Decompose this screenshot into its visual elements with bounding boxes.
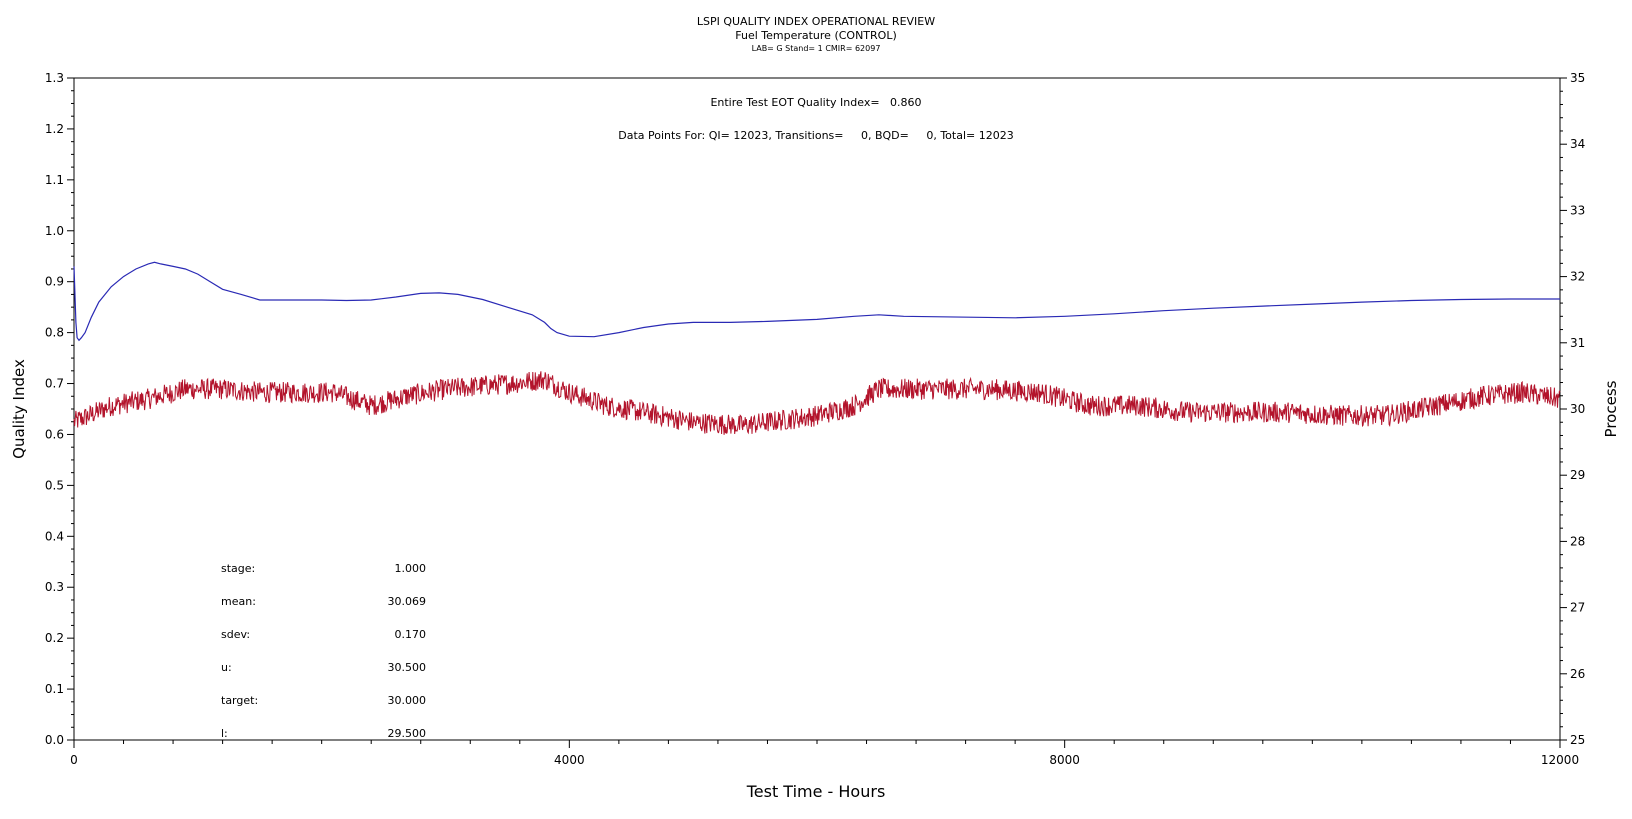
stat-label: stage:: [221, 562, 255, 575]
y-tick-label: 0.1: [45, 682, 64, 696]
y-tick-label: 1.3: [45, 71, 64, 85]
y2-tick-label: 29: [1570, 468, 1585, 482]
stat-label: l:: [221, 727, 228, 740]
y-tick-label: 0.3: [45, 580, 64, 594]
x-tick-label: 8000: [1049, 753, 1080, 767]
y-tick-label: 1.0: [45, 224, 64, 238]
x-tick-label: 0: [70, 753, 78, 767]
plot-frame: [73, 77, 1561, 741]
y-tick-label: 0.5: [45, 478, 64, 492]
series-line-quality-index: [73, 261, 1560, 342]
stat-value: 1.000: [395, 562, 427, 575]
y2-tick-label: 33: [1570, 203, 1585, 217]
y-tick-label: 0.0: [45, 733, 64, 747]
stat-value: 30.069: [388, 595, 427, 608]
y-axis-right: 25 26 27 28 29 30 31 32 33 34 35: [1560, 71, 1585, 747]
chart-info: LAB= G Stand= 1 CMIR= 62097: [752, 44, 881, 53]
y2-tick-label: 32: [1570, 270, 1585, 284]
y-axis-label: Quality Index: [10, 359, 28, 459]
chart-title: LSPI QUALITY INDEX OPERATIONAL REVIEW: [697, 15, 935, 28]
data-points-annotation: Data Points For: QI= 12023, Transitions=…: [618, 129, 1013, 142]
y2-tick-label: 26: [1570, 667, 1585, 681]
stat-label: target:: [221, 694, 258, 707]
chart-subtitle: Fuel Temperature (CONTROL): [735, 29, 897, 42]
y-tick-label: 0.4: [45, 529, 64, 543]
x-tick-label: 12000: [1541, 753, 1579, 767]
x-tick-label: 4000: [554, 753, 585, 767]
stat-value: 30.000: [388, 694, 427, 707]
y2-tick-label: 30: [1570, 402, 1585, 416]
y2-tick-label: 35: [1570, 71, 1585, 85]
y2-tick-label: 34: [1570, 137, 1585, 151]
stats-panel: stage: 1.000 mean: 30.069 sdev: 0.170 u: 30.500…: [221, 562, 426, 740]
y-tick-label: 0.7: [45, 377, 64, 391]
series-layer: [73, 261, 1561, 435]
series-line-process: [73, 371, 1561, 435]
stat-value: 30.500: [388, 661, 427, 674]
y2-tick-label: 28: [1570, 534, 1585, 548]
stat-label: mean:: [221, 595, 256, 608]
stat-value: 0.170: [395, 628, 427, 641]
y2-tick-label: 27: [1570, 601, 1585, 615]
y2-tick-label: 25: [1570, 733, 1585, 747]
stat-label: u:: [221, 661, 232, 674]
y2-axis-label: Process: [1602, 380, 1620, 437]
y-tick-label: 0.2: [45, 631, 64, 645]
y-tick-label: 1.2: [45, 122, 64, 136]
y2-tick-label: 31: [1570, 336, 1585, 350]
y-tick-label: 0.6: [45, 427, 64, 441]
y-axis-left: 0.0 0.1 0.2 0.3 0.4 0.5 0.6 0.7 0.8 0.9 1.0 1.1 1.2 1…: [45, 71, 74, 747]
stat-value: 29.500: [388, 727, 427, 740]
x-axis-label: Test Time - Hours: [746, 782, 886, 801]
y-tick-label: 1.1: [45, 173, 64, 187]
y-tick-label: 0.9: [45, 275, 64, 289]
x-axis: 0 4000 8000 12000: [70, 740, 1579, 767]
y-tick-label: 0.8: [45, 326, 64, 340]
qi-annotation: Entire Test EOT Quality Index= 0.860: [710, 96, 921, 109]
stat-label: sdev:: [221, 628, 250, 641]
